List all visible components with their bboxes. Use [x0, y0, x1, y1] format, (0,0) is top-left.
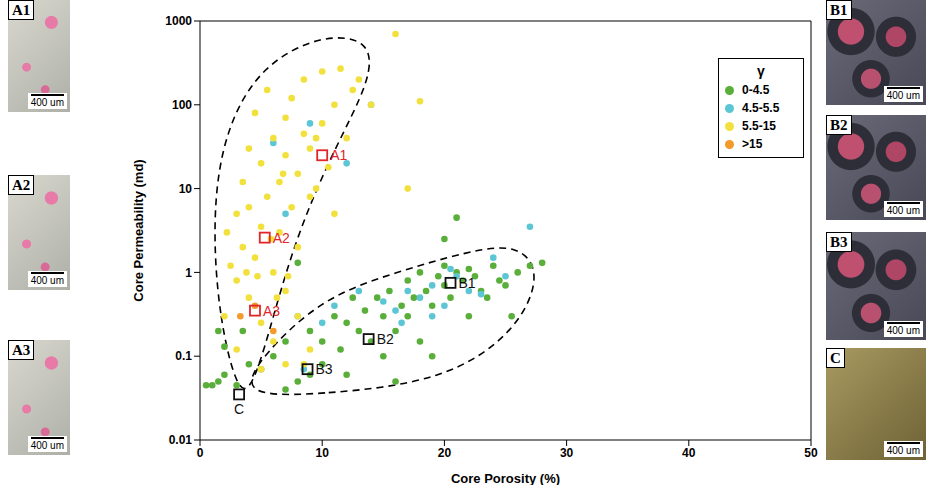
- html-text:4.5-5.5: 4.5-5.5: [742, 101, 780, 115]
- svg-text:100: 100: [172, 98, 192, 112]
- svg-text:10: 10: [179, 182, 193, 196]
- html-text:A3: A3: [12, 342, 31, 358]
- html-text:A2: A2: [12, 177, 31, 193]
- html-text:B3: B3: [830, 234, 848, 250]
- svg-text:10: 10: [316, 446, 330, 460]
- html-text:A1: A1: [12, 2, 31, 18]
- svg-text:0.01: 0.01: [169, 433, 193, 447]
- svg-text:30: 30: [560, 446, 574, 460]
- html-text:400 um: 400 um: [30, 275, 64, 286]
- html-text:400 um: 400 um: [886, 325, 920, 336]
- html-text:0-4.5: 0-4.5: [742, 83, 770, 97]
- svg-text:1: 1: [185, 266, 192, 280]
- html-text:400 um: 400 um: [886, 90, 920, 101]
- svg-text:40: 40: [682, 446, 696, 460]
- svg-text:Core Porosity (%): Core Porosity (%): [451, 471, 560, 485]
- svg-text:Core Permeability (md): Core Permeability (md): [131, 159, 146, 301]
- svg-text:1000: 1000: [165, 14, 192, 28]
- html-text:>15: >15: [742, 137, 763, 151]
- html-text:C: C: [830, 350, 841, 366]
- svg-text:50: 50: [804, 446, 818, 460]
- svg-text:B3: B3: [316, 361, 333, 377]
- html-text:400 um: 400 um: [30, 440, 64, 451]
- html-text:400 um: 400 um: [30, 97, 64, 108]
- svg-text:C: C: [234, 401, 244, 417]
- svg-text:A2: A2: [273, 230, 290, 246]
- html-text:400 um: 400 um: [886, 445, 920, 456]
- svg-text:0.1: 0.1: [175, 349, 192, 363]
- svg-text:A3: A3: [263, 303, 280, 319]
- svg-text:B1: B1: [459, 275, 476, 291]
- html-text:γ: γ: [757, 63, 765, 79]
- svg-text:20: 20: [438, 446, 452, 460]
- html-text:400 um: 400 um: [886, 205, 920, 216]
- html-text:B2: B2: [830, 117, 848, 133]
- svg-text:0: 0: [197, 446, 204, 460]
- html-text:5.5-15: 5.5-15: [742, 119, 776, 133]
- html-text:B1: B1: [830, 2, 848, 18]
- svg-text:A1: A1: [330, 147, 347, 163]
- svg-text:B2: B2: [377, 331, 394, 347]
